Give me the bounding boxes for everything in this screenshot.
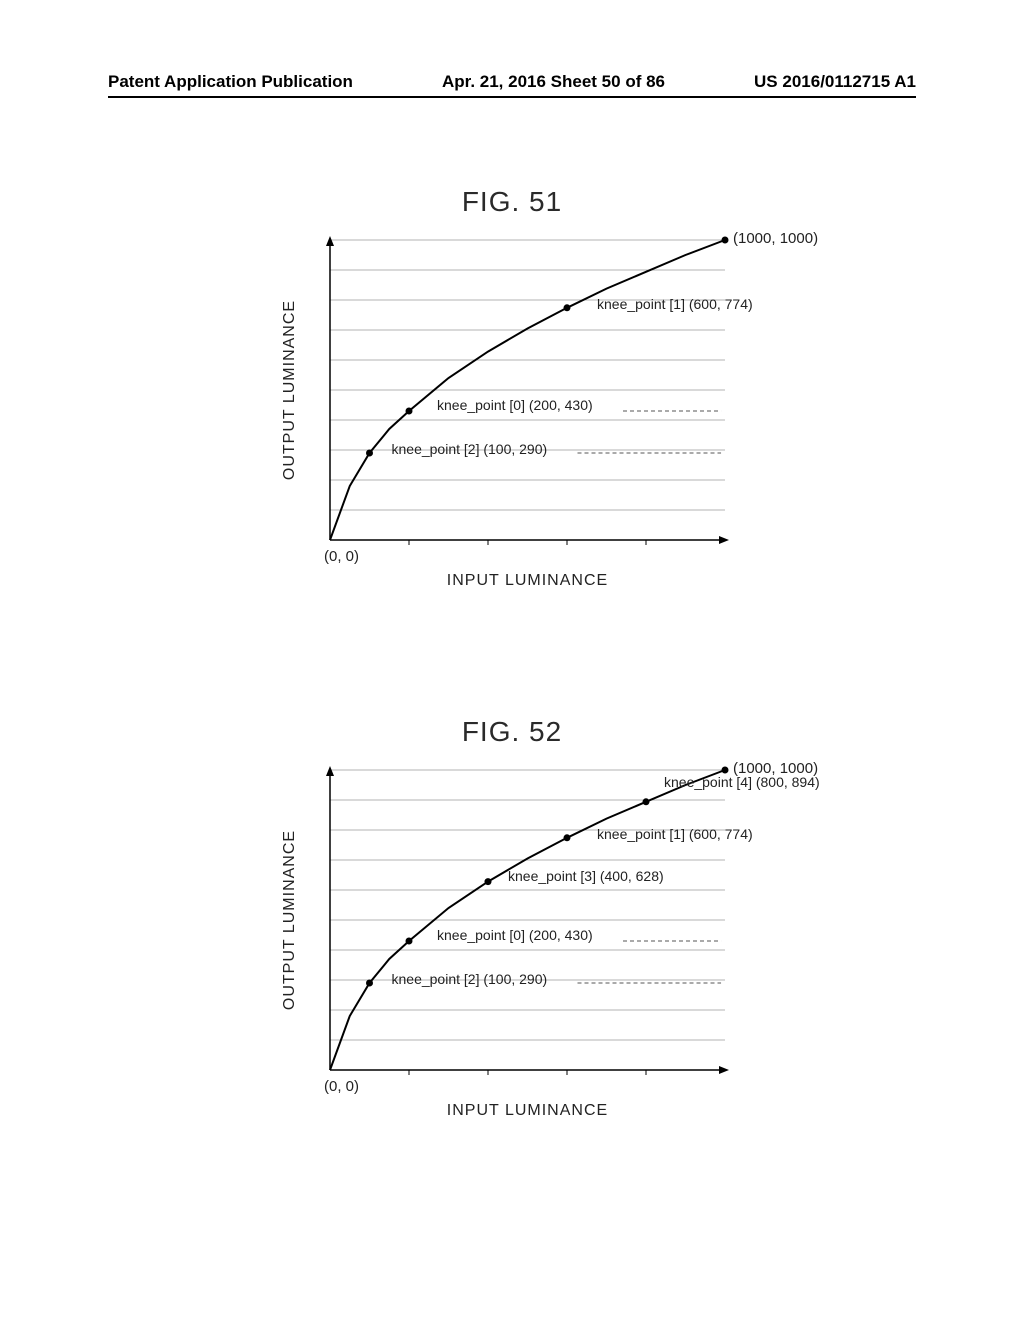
knee-marker [406,938,413,945]
figure-51: FIG. 51 OUTPUT LUMINANCE knee_point [1] … [0,186,1024,590]
origin-label: (0, 0) [324,1078,359,1095]
knee-label: knee_point [2] (100, 290) [392,441,548,457]
y-axis-label: OUTPUT LUMINANCE [281,830,299,1010]
knee-marker [564,304,571,311]
knee-marker [366,450,373,457]
knee-label: knee_point [0] (200, 430) [437,397,593,413]
knee-marker [366,980,373,987]
header-rule [108,96,916,98]
knee-label: knee_point [3] (400, 628) [508,868,664,884]
knee-marker [406,408,413,415]
origin-label: (0, 0) [324,548,359,565]
figure-title: FIG. 51 [0,186,1024,218]
chart-svg [330,240,725,540]
x-axis-label: INPUT LUMINANCE [330,1102,725,1120]
knee-marker [485,878,492,885]
y-axis-label: OUTPUT LUMINANCE [281,300,299,480]
end-label: (1000, 1000) [733,230,818,247]
header-right: US 2016/0112715 A1 [754,72,916,92]
end-label: (1000, 1000) [733,760,818,777]
chart-svg [330,770,725,1070]
header-center: Apr. 21, 2016 Sheet 50 of 86 [442,72,665,92]
chart: OUTPUT LUMINANCE knee_point [4] (800, 89… [330,770,725,1070]
figure-title: FIG. 52 [0,716,1024,748]
knee-marker [564,834,571,841]
knee-label: knee_point [1] (600, 774) [597,826,753,842]
header-left: Patent Application Publication [108,72,353,92]
figure-52: FIG. 52 OUTPUT LUMINANCE knee_point [4] … [0,716,1024,1120]
knee-label: knee_point [0] (200, 430) [437,927,593,943]
knee-marker [643,798,650,805]
knee-label: knee_point [2] (100, 290) [392,971,548,987]
chart: OUTPUT LUMINANCE knee_point [1] (600, 77… [330,240,725,540]
x-axis-label: INPUT LUMINANCE [330,572,725,590]
page-header: Patent Application Publication Apr. 21, … [0,72,1024,98]
knee-label: knee_point [1] (600, 774) [597,296,753,312]
